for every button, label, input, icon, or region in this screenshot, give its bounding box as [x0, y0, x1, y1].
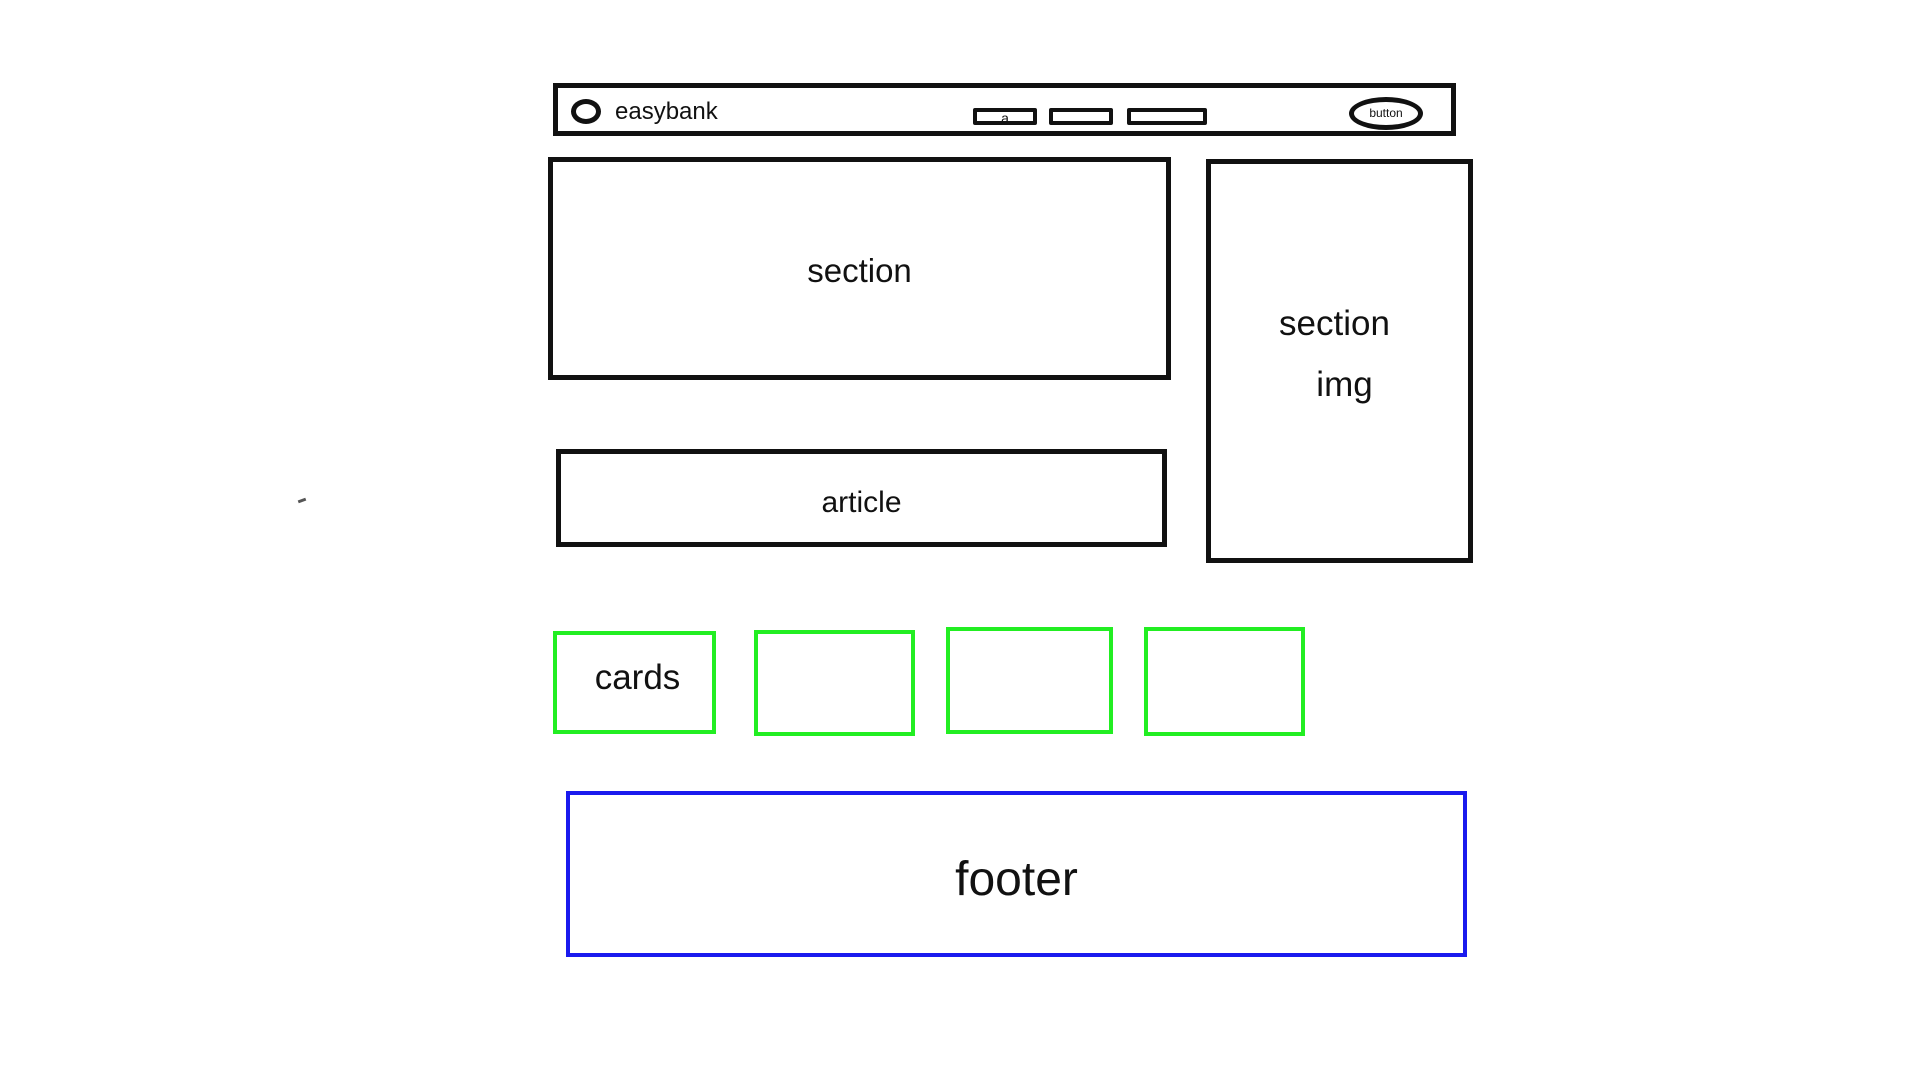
nav-link-2[interactable]: [1049, 108, 1113, 125]
stray-pen-mark: [297, 497, 307, 504]
section-image-label: section: [1279, 304, 1390, 343]
nav-link-3[interactable]: [1127, 108, 1207, 125]
header-button[interactable]: button: [1349, 97, 1423, 130]
section-main-label: section: [807, 252, 912, 289]
card-2: [754, 630, 915, 736]
card-1: cards: [553, 631, 716, 734]
logo-text[interactable]: easybank: [615, 98, 718, 125]
section-image-sublabel: img: [1316, 365, 1373, 404]
section-main-block: section: [548, 157, 1171, 380]
footer-label: footer: [955, 853, 1078, 906]
section-image-block: section img: [1206, 159, 1473, 563]
article-block: article: [556, 449, 1167, 547]
card-label: cards: [594, 658, 681, 697]
card-4: [1144, 627, 1305, 736]
header-nav-bar: easybank a button: [553, 83, 1456, 136]
card-3: [946, 627, 1113, 734]
footer-block: footer: [566, 791, 1467, 957]
article-label: article: [821, 486, 902, 519]
nav-link-1[interactable]: a: [973, 108, 1037, 125]
logo-circle-icon[interactable]: [571, 99, 601, 124]
